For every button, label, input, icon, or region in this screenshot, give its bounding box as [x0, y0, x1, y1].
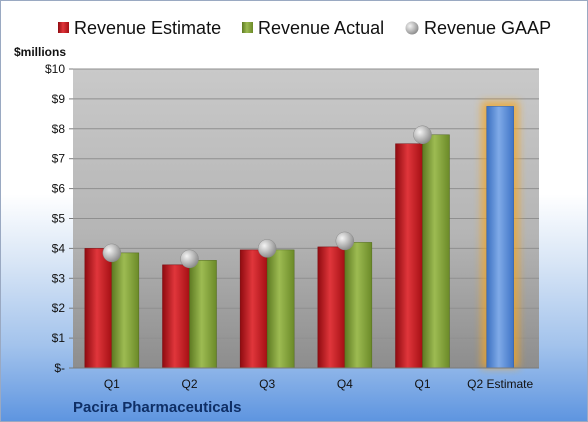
legend-label-gaap: Revenue GAAP — [424, 18, 551, 38]
point-revenue-gaap — [180, 249, 199, 269]
x-tick-label: Q4 — [337, 377, 353, 391]
y-tick-label: $6 — [52, 182, 66, 196]
x-tick-label: Q1 — [104, 377, 120, 391]
y-tick-label: $5 — [52, 212, 66, 226]
y-tick-label: $1 — [52, 331, 66, 345]
y-axis-ticks: $- $1 $2 $3 $4 $5 $6 $7 $8 $9 $10 — [45, 62, 73, 375]
y-axis-unit-label: $millions — [14, 45, 66, 59]
x-tick-label: Q2 — [181, 377, 197, 391]
y-tick-label: $7 — [52, 152, 66, 166]
bar-revenue-estimate — [239, 249, 268, 369]
y-tick-label: $4 — [52, 241, 66, 255]
legend-swatch-gaap — [405, 21, 419, 35]
bar-revenue-estimate — [162, 264, 190, 369]
legend-label-estimate: Revenue Estimate — [74, 18, 221, 38]
gridlines — [73, 68, 539, 339]
x-tick-label: Q1 — [414, 377, 430, 391]
bar-revenue-estimate-projected — [486, 106, 514, 369]
bar-revenue-actual — [111, 252, 140, 369]
legend: Revenue Estimate Revenue Actual Revenue … — [58, 18, 551, 38]
x-tick-label: Q2 Estimate — [467, 377, 533, 391]
x-axis-ticks: Q1 Q2 Q3 Q4 Q1 Q2 Estimate — [104, 377, 534, 391]
bar-revenue-estimate — [395, 143, 423, 369]
y-tick-label: $9 — [52, 92, 66, 106]
legend-label-actual: Revenue Actual — [258, 18, 384, 38]
y-tick-label: $- — [54, 361, 65, 375]
bars — [84, 101, 519, 369]
x-tick-label: Q3 — [259, 377, 275, 391]
bar-revenue-actual — [422, 134, 450, 369]
bar-revenue-estimate — [84, 248, 113, 369]
point-revenue-gaap — [335, 231, 355, 251]
bar-revenue-actual — [189, 260, 217, 369]
y-tick-label: $8 — [52, 122, 66, 136]
point-revenue-gaap — [102, 243, 122, 263]
bar-revenue-actual — [344, 242, 373, 369]
point-revenue-gaap — [413, 125, 432, 145]
company-name: Pacira Pharmaceuticals — [73, 399, 242, 416]
bar-revenue-estimate — [317, 246, 346, 369]
legend-swatch-estimate — [58, 22, 69, 33]
bar-revenue-actual — [266, 249, 295, 369]
y-tick-label: $2 — [52, 301, 66, 315]
y-tick-label: $3 — [52, 271, 66, 285]
y-tick-label: $10 — [45, 62, 65, 76]
legend-swatch-actual — [242, 22, 253, 33]
point-revenue-gaap — [257, 239, 277, 258]
